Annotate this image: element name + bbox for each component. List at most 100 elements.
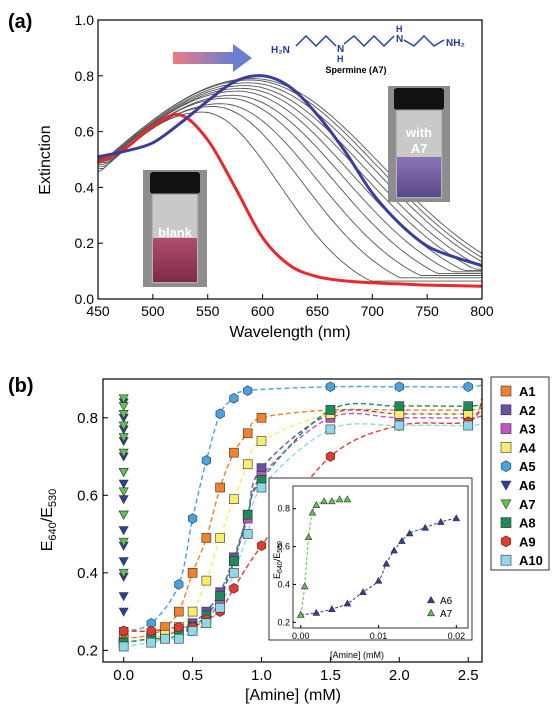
- molecule-h-2: H: [396, 24, 403, 34]
- extinction-curve-7: [97, 87, 483, 270]
- inset-point-A7: [335, 495, 344, 503]
- y-tick-label: 0.4: [75, 179, 95, 195]
- y-tick-label: 0.2: [77, 642, 98, 659]
- extinction-curve-9: [97, 82, 483, 263]
- point-A1: [187, 568, 198, 578]
- point-A9: [229, 583, 239, 594]
- molecule-nh-1: N: [337, 44, 344, 55]
- panel-b: (b) 0.0 0.5 1.0 1.5 2.0 2.5 0.2 0.4 0.6 0.8 [Amin…: [8, 375, 550, 704]
- panel-b-ticks: 0.0 0.5 1.0 1.5 2.0 2.5 0.2 0.4 0.6 0.8: [77, 410, 479, 684]
- inset-point-A6: [374, 576, 383, 584]
- x-tick-label: 2.5: [458, 667, 479, 684]
- point-A1: [229, 447, 239, 458]
- inset-point-A6: [452, 514, 461, 522]
- point-A7: [118, 510, 129, 520]
- point-A7: [118, 421, 129, 431]
- vial-blank-photo: blank: [143, 170, 207, 287]
- legend-marker-A5: [500, 460, 512, 473]
- inset-y-tick-label: 0.4: [277, 579, 290, 589]
- panel-b-frame: [102, 378, 483, 663]
- inset-legend-label-A6: A6: [440, 596, 453, 607]
- inset-plot-frame: [292, 485, 469, 629]
- x-tick-label: 650: [306, 303, 330, 319]
- panel-a-ticks: 450 500 550 600 650 700 750 800 0.0 0.2 0.4 0.6 0.8 1…: [75, 12, 494, 319]
- point-A7: [118, 537, 129, 547]
- point-A5: [201, 455, 211, 466]
- inset-legend-marker-A7: [426, 608, 436, 617]
- panel-a-curves: [97, 74, 483, 288]
- inset-point-A7: [304, 533, 313, 541]
- extinction-curve-2: [97, 106, 482, 279]
- legend-label-A7: A7: [519, 497, 536, 512]
- point-A8: [463, 401, 474, 411]
- point-A10: [118, 641, 129, 652]
- point-A6: [118, 607, 129, 617]
- point-A9: [119, 625, 129, 637]
- point-A9: [146, 625, 156, 637]
- legend-marker-A8: [500, 517, 512, 528]
- point-A5: [394, 381, 404, 393]
- panel-a-label: (a): [8, 11, 32, 33]
- molecule-h-1: H: [337, 54, 344, 64]
- inset-legend-label-A7: A7: [440, 609, 453, 620]
- legend-label-A8: A8: [519, 516, 536, 531]
- inset-point-A7: [312, 501, 321, 508]
- extinction-curve-12: [97, 74, 483, 267]
- extinction-curve-8: [97, 85, 483, 268]
- point-A1: [201, 533, 212, 543]
- x-tick-label: 0.5: [182, 667, 203, 684]
- inset-point-A6: [390, 546, 398, 554]
- legend-label-A9: A9: [519, 534, 536, 549]
- x-tick-label: 1.5: [320, 667, 341, 684]
- legend-marker-A3: [500, 423, 512, 434]
- point-A6: [118, 495, 129, 505]
- redshift-arrow: [173, 44, 252, 72]
- point-A7: [118, 394, 129, 404]
- point-A8: [394, 401, 405, 411]
- inset-point-A7: [308, 508, 317, 516]
- y-tick-label: 0.2: [75, 235, 95, 251]
- point-A7: [118, 402, 129, 412]
- panel-b-label: (b): [8, 375, 34, 397]
- point-A10: [394, 420, 405, 431]
- extinction-curve-3: [97, 103, 482, 277]
- panel-a: (a) 450 500 550 600 650 700 750 800 0.0 0.2 0.4 0.6…: [8, 11, 494, 341]
- inset-legend-marker-A6: [426, 595, 436, 604]
- spermine-structure: [295, 35, 445, 47]
- point-A6: [118, 479, 129, 489]
- panel-b-xlabel: [Amine] (mM): [245, 687, 341, 704]
- point-A1: [174, 606, 184, 617]
- point-A10: [325, 424, 336, 435]
- y-tick-label: 0.6: [75, 124, 95, 140]
- inset-y-tick-label: 0.8: [277, 504, 290, 514]
- inset-y-tick-label: 0.6: [277, 542, 290, 552]
- inset-point-A6: [382, 559, 391, 567]
- legend-marker-A4: [500, 442, 512, 453]
- panel-a-xlabel: Wavelength (nm): [229, 324, 350, 341]
- legend-label-A1: A1: [519, 384, 536, 399]
- x-tick-label: 600: [251, 303, 275, 319]
- molecule-left-amine: H₂N: [271, 45, 290, 56]
- point-A7: [118, 448, 129, 458]
- panel-b-markers: [118, 381, 474, 652]
- inset-point-A6: [359, 588, 367, 595]
- point-A5: [463, 381, 473, 393]
- inset-xlabel: [Amine] (mM): [330, 650, 384, 660]
- y-tick-label: 1.0: [75, 12, 95, 28]
- extinction-curve-0: [97, 112, 483, 288]
- point-A4: [229, 494, 239, 504]
- point-A8: [325, 405, 336, 415]
- molecule-right-amine: NH₂: [446, 38, 465, 49]
- point-A9: [174, 621, 184, 633]
- inset-point-A6: [421, 523, 430, 531]
- point-A7: [118, 568, 129, 578]
- y-tick-label: 0.4: [77, 565, 98, 582]
- vial-blank-label: blank: [158, 225, 193, 240]
- legend-label-A6: A6: [519, 478, 536, 493]
- legend-marker-A7: [500, 499, 512, 510]
- point-A10: [174, 633, 184, 644]
- point-A7: [118, 468, 129, 478]
- vial-a7-photo: with A7: [388, 86, 450, 202]
- inset-y-tick-label: 0.2: [277, 617, 290, 627]
